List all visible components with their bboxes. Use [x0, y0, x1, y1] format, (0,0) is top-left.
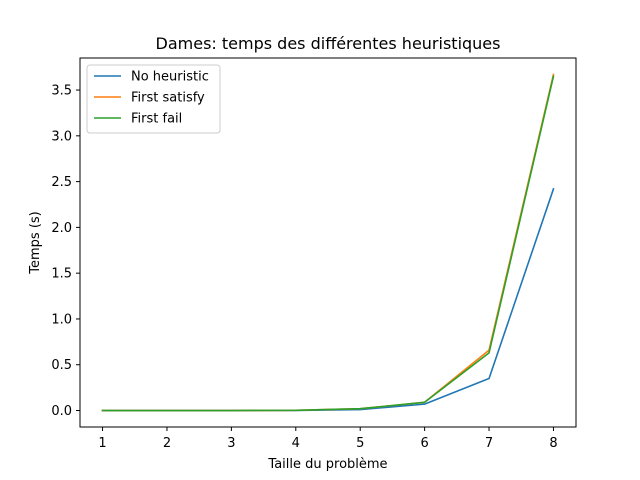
- y-tick-label: 3.5: [51, 84, 72, 99]
- x-tick-label: 8: [549, 436, 557, 451]
- series-lines: [101, 73, 555, 412]
- legend-box: [86, 64, 221, 134]
- legend-label-no-heuristic: No heuristic: [131, 70, 209, 85]
- x-tick-label: 5: [356, 436, 364, 451]
- y-tick-label: 2.5: [51, 175, 72, 190]
- plot-area: [79, 57, 577, 428]
- x-tick-label: 3: [227, 436, 235, 451]
- axes-frame: [79, 57, 577, 428]
- y-tick-label: 2.0: [51, 221, 72, 236]
- legend: No heuristic First satisfy First fail: [86, 64, 221, 134]
- x-tick-label: 6: [420, 436, 428, 451]
- x-axis-label: Taille du problème: [267, 457, 387, 472]
- y-tick-label: 0.0: [51, 404, 72, 419]
- x-tick-label: 4: [292, 436, 300, 451]
- y-axis-label: Temps (s): [28, 211, 43, 274]
- y-tick-label: 0.5: [51, 358, 72, 373]
- series-line-first-fail: [101, 75, 555, 412]
- chart-title: Dames: temps des différentes heuristique…: [156, 34, 501, 53]
- x-tick-label: 1: [98, 436, 106, 451]
- x-tick-label: 2: [163, 436, 171, 451]
- y-tick-label: 3.0: [51, 129, 72, 144]
- legend-label-first-fail: First fail: [131, 112, 182, 127]
- legend-label-first-satisfy: First satisfy: [131, 91, 205, 106]
- x-axis: 1 2 3 4 5 6 7 8: [98, 427, 558, 451]
- y-tick-label: 1.0: [51, 312, 72, 327]
- y-tick-label: 1.5: [51, 267, 72, 282]
- y-axis: 0.0 0.5 1.0 1.5 2.0 2.5 3.0 3.5: [51, 84, 80, 419]
- x-tick-label: 7: [485, 436, 493, 451]
